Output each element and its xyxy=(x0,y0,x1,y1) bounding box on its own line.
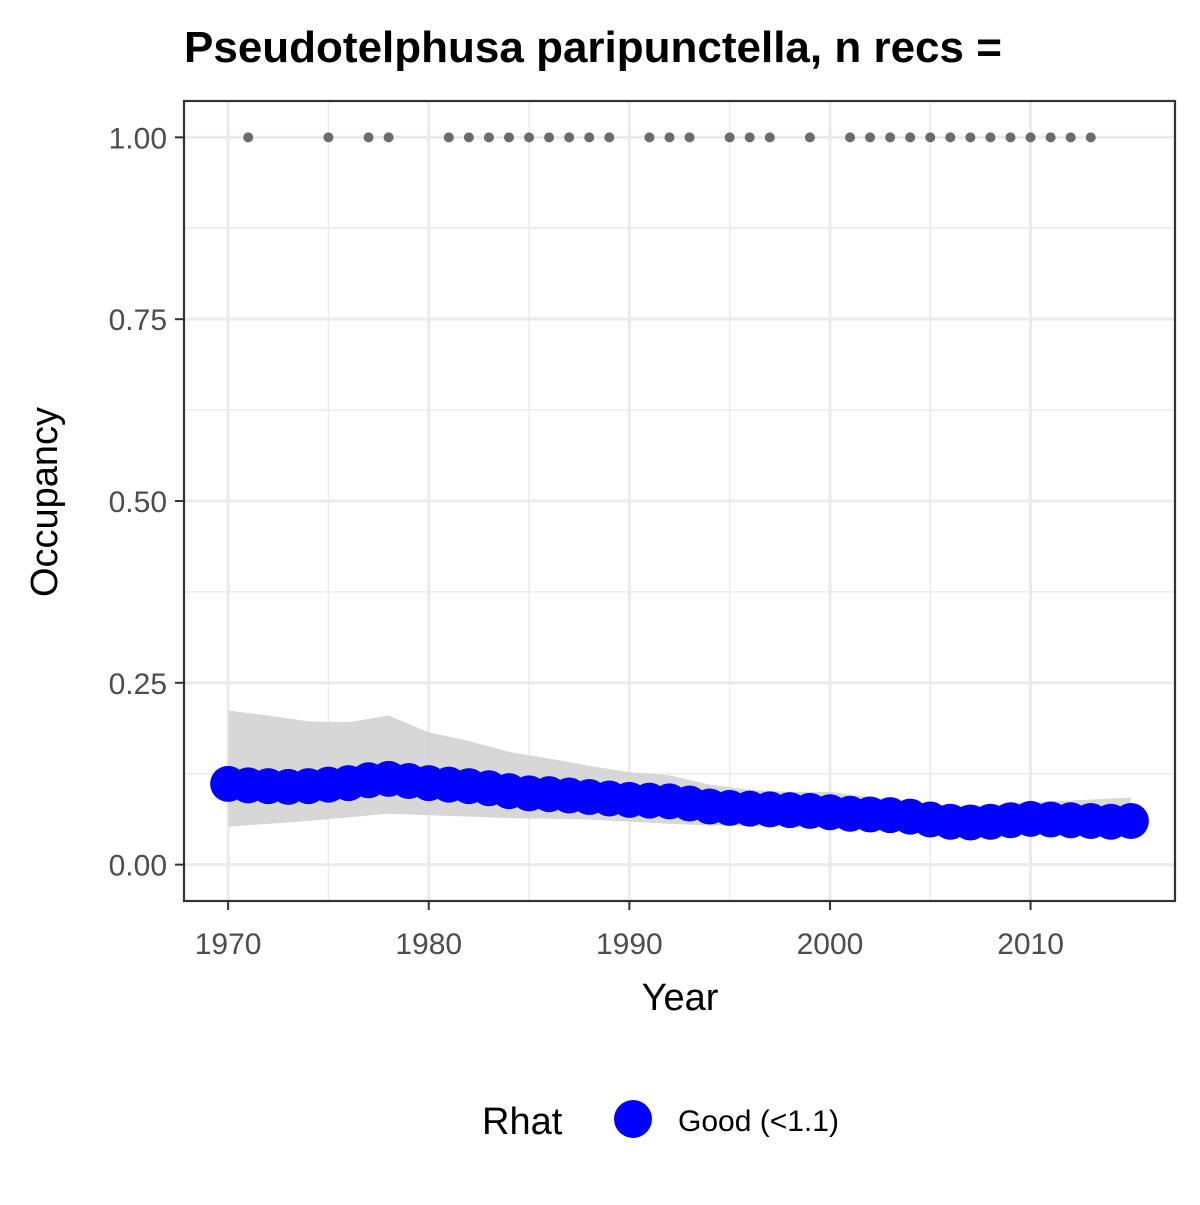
record-point xyxy=(724,132,735,143)
record-point xyxy=(1025,132,1036,143)
record-point xyxy=(865,132,876,143)
y-tick-label: 0.00 xyxy=(109,850,167,883)
record-point xyxy=(243,132,254,143)
legend-label-good: Good (<1.1) xyxy=(678,1105,839,1138)
record-point xyxy=(764,132,775,143)
series-point xyxy=(1112,803,1149,839)
x-axis: 1970 1980 1990 2000 2010 xyxy=(195,901,1064,961)
record-point xyxy=(845,132,856,143)
record-point xyxy=(383,132,394,143)
record-point xyxy=(664,132,675,143)
occupancy-series xyxy=(210,760,1149,841)
record-point xyxy=(323,132,334,143)
x-tick-label: 1970 xyxy=(195,928,262,961)
record-point xyxy=(1065,132,1076,143)
record-point xyxy=(524,132,535,143)
chart-title: Pseudotelphusa paripunctella, n recs = xyxy=(184,23,1002,72)
x-axis-title: Year xyxy=(642,977,719,1019)
x-tick-label: 1990 xyxy=(596,928,663,961)
record-point xyxy=(1005,132,1016,143)
record-point xyxy=(644,132,655,143)
record-point xyxy=(564,132,575,143)
record-point xyxy=(584,132,595,143)
record-point xyxy=(985,132,996,143)
record-point xyxy=(443,132,454,143)
record-points xyxy=(243,132,1096,143)
plot-panel xyxy=(182,99,1177,903)
legend-key-good xyxy=(614,1100,652,1138)
record-point xyxy=(604,132,615,143)
y-tick-label: 1.00 xyxy=(109,122,167,155)
y-axis-title: Occupancy xyxy=(24,407,66,597)
record-point xyxy=(463,132,474,143)
x-tick-label: 1980 xyxy=(395,928,462,961)
record-point xyxy=(925,132,936,143)
record-point xyxy=(945,132,956,143)
record-point xyxy=(1045,132,1056,143)
y-tick-label: 0.75 xyxy=(109,304,167,337)
x-tick-label: 2010 xyxy=(997,928,1064,961)
record-point xyxy=(483,132,494,143)
record-point xyxy=(503,132,514,143)
record-point xyxy=(363,132,374,143)
record-point xyxy=(684,132,695,143)
record-point xyxy=(885,132,896,143)
legend: Rhat Good (<1.1) xyxy=(482,1100,839,1143)
record-point xyxy=(905,132,916,143)
record-point xyxy=(965,132,976,143)
legend-title: Rhat xyxy=(482,1101,563,1143)
y-tick-label: 0.50 xyxy=(109,486,167,519)
y-tick-label: 0.25 xyxy=(109,668,167,701)
record-point xyxy=(1085,132,1096,143)
y-axis: 0.00 0.25 0.50 0.75 1.00 xyxy=(109,122,184,883)
record-point xyxy=(804,132,815,143)
record-point xyxy=(544,132,555,143)
x-tick-label: 2000 xyxy=(797,928,864,961)
record-point xyxy=(744,132,755,143)
